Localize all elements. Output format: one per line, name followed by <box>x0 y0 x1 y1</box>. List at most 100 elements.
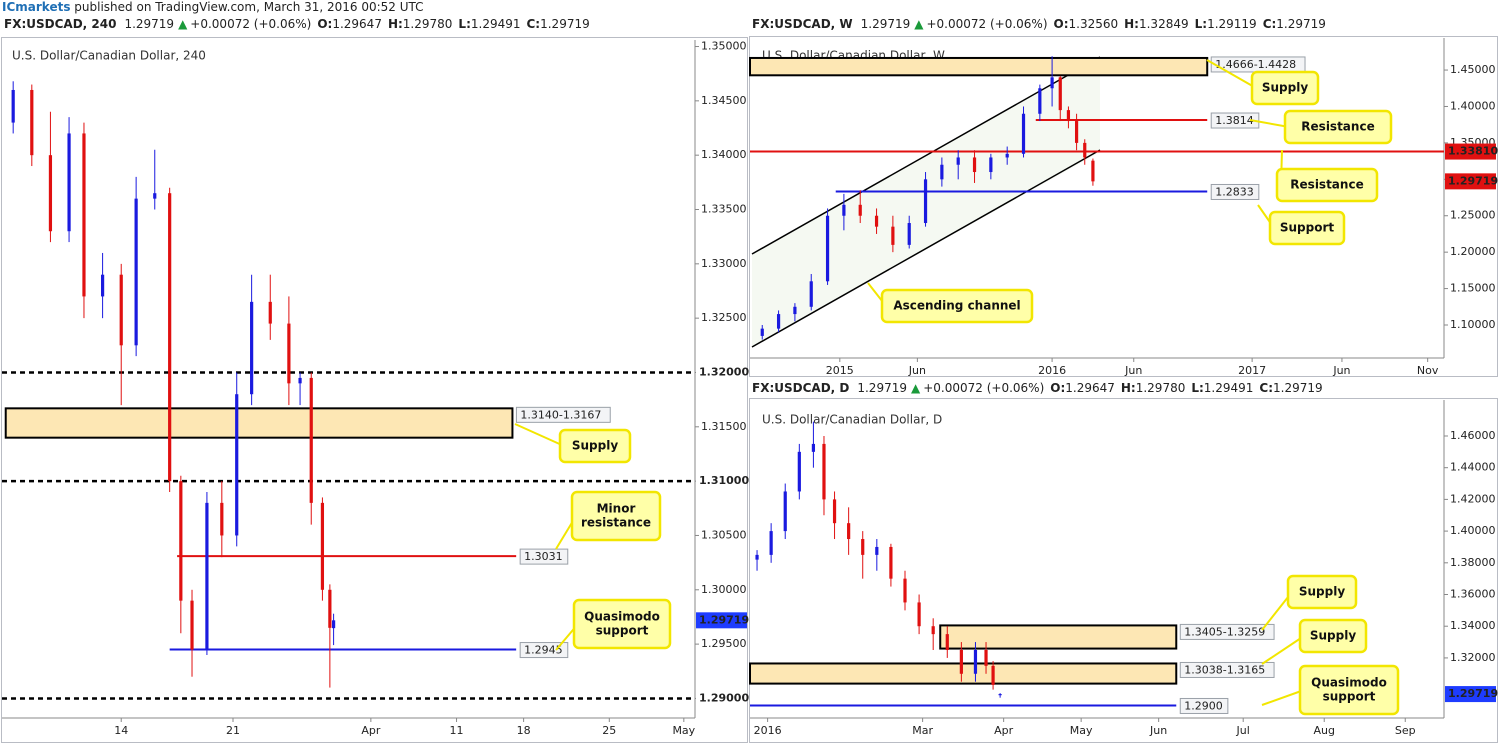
ohlc-value: 1.29719 <box>1273 381 1323 395</box>
y-tick-label: 1.36000 <box>1450 588 1496 601</box>
zone-label: 1.3140-1.3167 <box>520 408 601 421</box>
candle-body <box>1058 77 1062 111</box>
y-tick-label: 1.10000 <box>1450 318 1496 331</box>
callout-text: Supply <box>572 439 618 453</box>
x-tick-label: 14 <box>114 724 128 737</box>
callout-text: Supply <box>1299 585 1345 599</box>
zone-label: 1.3405-1.3259 <box>1184 625 1265 638</box>
callout-text: Resistance <box>1301 120 1374 134</box>
candle-body <box>298 377 302 384</box>
y-tick-label: 1.31500 <box>701 420 747 433</box>
last-price: 1.29719 <box>861 17 911 31</box>
level-label: 1.2900 <box>1184 699 1223 712</box>
x-tick-label: Apr <box>994 724 1014 737</box>
candle-body <box>1091 160 1095 182</box>
candle-body <box>1038 88 1042 114</box>
x-tick-label: Apr <box>361 724 381 737</box>
candle-body <box>11 89 15 123</box>
candle-body <box>268 301 272 324</box>
candle-body <box>119 274 123 346</box>
candle-body <box>190 600 194 650</box>
callout-box <box>570 490 662 542</box>
ohlc-label: L: <box>1195 17 1207 31</box>
candle-body <box>972 157 977 173</box>
ohlc-value: 1.29119 <box>1207 17 1257 31</box>
candle-body <box>153 193 157 199</box>
change-arrow: ▲ <box>178 17 188 31</box>
candle-body <box>67 133 71 232</box>
candle-body <box>760 328 764 336</box>
axis-price-label: 1.29000 <box>699 691 749 704</box>
symbol: FX:USDCAD, D <box>752 381 849 395</box>
zone-label: 1.3038-1.3165 <box>1184 663 1265 676</box>
level-label: 1.3031 <box>524 550 563 563</box>
candle-body <box>205 502 209 650</box>
y-tick-label: 1.32000 <box>1450 651 1496 664</box>
candle-body <box>1066 110 1071 122</box>
candle-body <box>903 578 907 603</box>
panel-frame <box>749 36 1498 377</box>
level-label: 1.2945 <box>524 644 563 657</box>
change-arrow: ▲ <box>914 17 924 31</box>
candle-body <box>822 443 826 500</box>
x-tick-label: 2015 <box>826 364 854 377</box>
axis-price-box <box>696 364 747 381</box>
x-tick-label: Mar <box>912 724 933 737</box>
candle-body <box>776 314 781 329</box>
callout-box <box>1283 109 1393 145</box>
callout-text: Quasimodo <box>584 610 660 624</box>
candle-body <box>874 215 879 227</box>
callout-box <box>880 288 1034 324</box>
y-tick-label: 1.30500 <box>701 528 747 541</box>
candle-body <box>793 306 797 315</box>
x-tick-label: May <box>1070 724 1093 737</box>
callout-pointer <box>514 423 565 447</box>
x-tick-label: 2017 <box>1238 364 1266 377</box>
callout-box <box>1250 70 1320 106</box>
candle-body <box>923 179 928 224</box>
candle-body <box>1050 77 1054 89</box>
level-label-box <box>1179 697 1229 714</box>
channel-line <box>751 149 1101 348</box>
ohlc-label: C: <box>527 17 541 31</box>
ohlc-label: O: <box>317 17 332 31</box>
candle-body <box>842 204 846 216</box>
x-tick-label: Jun <box>908 364 926 377</box>
y-tick-label: 1.34500 <box>701 94 747 107</box>
candle-body <box>48 155 53 232</box>
x-tick-label: Aug <box>1313 724 1334 737</box>
ohlc-value: 1.29647 <box>1065 381 1115 395</box>
candle-body <box>134 198 138 346</box>
candle-body <box>1005 153 1009 158</box>
channel-line <box>751 56 1101 255</box>
ohlc-value: 1.32849 <box>1139 17 1189 31</box>
x-tick-label: 25 <box>602 724 616 737</box>
supply-zone <box>749 56 1209 77</box>
last-price-label: 1.29719 <box>1448 687 1498 700</box>
supply-zone <box>939 624 1178 650</box>
x-tick-label: Jun <box>1124 364 1142 377</box>
candle-body <box>287 323 291 384</box>
x-tick-label: Sep <box>1395 724 1416 737</box>
callout-box <box>572 598 672 650</box>
candle-body <box>984 649 988 666</box>
chart-header: FX:USDCAD, 240 1.29719 ▲ +0.00072 (+0.06%) O… <box>4 17 590 31</box>
candle-body <box>825 215 830 282</box>
level-label-box <box>519 548 569 565</box>
y-tick-label: 1.15000 <box>1450 282 1496 295</box>
x-tick-label: Nov <box>1417 364 1439 377</box>
candle-body <box>220 502 224 536</box>
chart-title: U.S. Dollar/Canadian Dollar, D <box>762 413 942 427</box>
chart-header: FX:USDCAD, W 1.29719 ▲ +0.00072 (+0.06%) O:1… <box>752 17 1326 31</box>
ohlc-label: C: <box>1263 17 1277 31</box>
panel-frame <box>749 398 1498 743</box>
panel-frame <box>1 37 748 743</box>
callout-text: Support <box>1280 221 1335 235</box>
callout-pointer <box>1261 635 1305 665</box>
chart-title: U.S. Dollar/Canadian Dollar, 240 <box>12 49 206 63</box>
axis-price-label: 1.32000 <box>699 365 749 378</box>
ohlc-label: H: <box>1124 17 1139 31</box>
candle-body <box>755 554 759 560</box>
